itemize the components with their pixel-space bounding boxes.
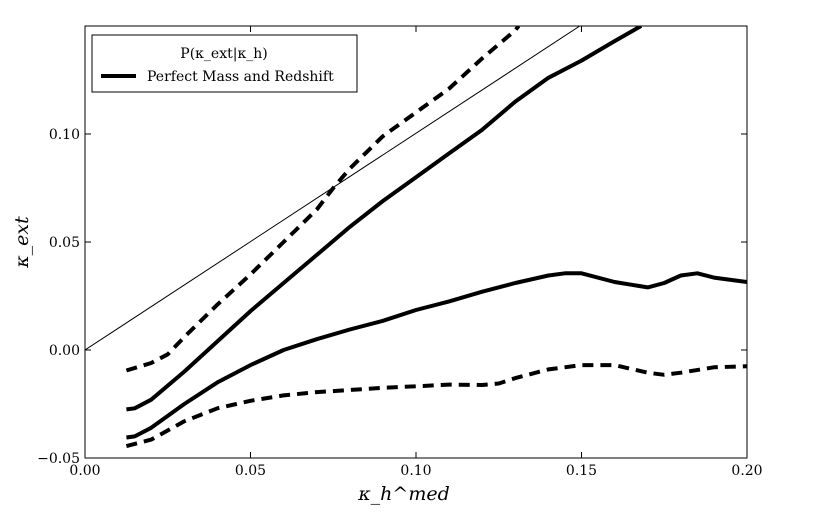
x-tick-label: 0.10 bbox=[400, 463, 431, 479]
legend: P(κ_ext|κ_h) Perfect Mass and Redshift bbox=[91, 34, 358, 93]
legend-box bbox=[91, 34, 358, 93]
ticks-layer: 0.00 0.05 0.10 0.15 0.20−0.050.000.050.10 bbox=[37, 26, 763, 479]
y-axis-label: κ_ext bbox=[11, 216, 33, 269]
y-tick-label: 0.05 bbox=[49, 235, 80, 251]
series-line-lower-dashed bbox=[125, 363, 747, 449]
y-tick-label: −0.05 bbox=[37, 451, 80, 467]
series-layer bbox=[85, 26, 747, 449]
legend-entry-label: Perfect Mass and Redshift bbox=[147, 69, 334, 85]
x-tick-label: 0.05 bbox=[235, 463, 266, 479]
legend-title: P(κ_ext|κ_h) bbox=[180, 46, 267, 62]
series-line-perfect-mass-and-redshift-lower bbox=[126, 271, 747, 440]
plot-frame bbox=[84, 25, 748, 459]
series-line-upper-dashed bbox=[125, 26, 521, 373]
y-tick-label: 0.00 bbox=[49, 343, 80, 359]
series-line-perfect-mass-and-redshift-upper bbox=[126, 26, 643, 412]
y-tick-label: 0.10 bbox=[49, 127, 80, 143]
x-tick-label: 0.15 bbox=[566, 463, 597, 479]
x-tick-label: 0.20 bbox=[731, 463, 762, 479]
x-axis-label: κ_h^med bbox=[357, 483, 450, 505]
x-tick-label: 0.00 bbox=[69, 463, 100, 479]
